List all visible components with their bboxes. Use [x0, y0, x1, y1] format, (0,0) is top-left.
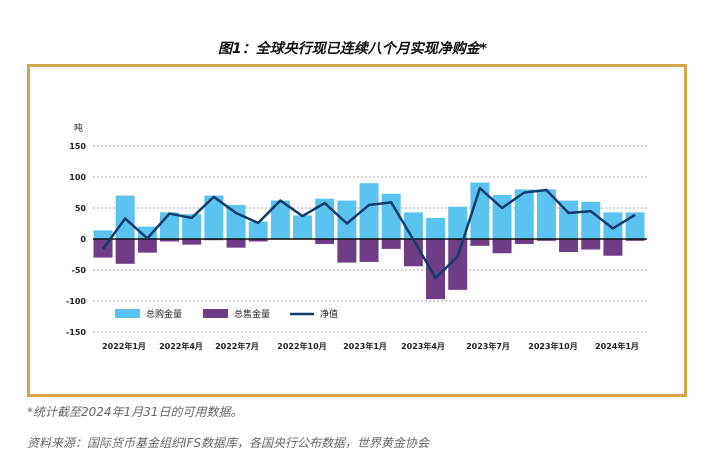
purchase-bar	[625, 212, 645, 239]
sale-bar	[160, 239, 180, 242]
sale-bar	[381, 239, 401, 249]
legend-label-purchase: 总购金量	[146, 308, 182, 320]
y-tick-label: -150	[66, 328, 86, 337]
y-tick-label: -50	[72, 266, 87, 275]
x-tick-label: 2023年10月	[528, 341, 577, 351]
sale-bar	[182, 239, 202, 245]
sale-bar	[226, 239, 246, 248]
y-axis-unit: 吨	[74, 122, 83, 134]
sale-bar	[137, 239, 157, 253]
legend-label-net: 净值	[320, 308, 338, 320]
chart-frame	[27, 64, 687, 397]
y-tick-label: 0	[80, 235, 86, 244]
purchase-bar	[381, 193, 401, 239]
sale-bar	[448, 239, 468, 290]
y-tick-label: 50	[75, 204, 87, 213]
sale-bar	[581, 239, 601, 250]
x-tick-label: 2023年1月	[343, 341, 387, 351]
purchase-bar	[426, 217, 446, 239]
y-tick-label: 100	[69, 173, 86, 182]
purchase-bar	[536, 189, 556, 239]
sale-bar	[625, 239, 645, 241]
y-tick-label: 150	[69, 142, 86, 151]
sale-bar	[603, 239, 623, 256]
sale-bar	[315, 239, 335, 244]
x-tick-label: 2023年7月	[466, 341, 510, 351]
purchase-bar	[403, 212, 423, 239]
x-tick-label: 2022年7月	[215, 341, 259, 351]
purchase-bar	[137, 226, 157, 239]
x-tick-label: 2022年4月	[159, 341, 203, 351]
purchase-bar	[359, 183, 379, 239]
legend-label-sale: 总售金量	[234, 308, 270, 320]
purchase-bar	[470, 182, 490, 239]
purchase-bar	[337, 200, 357, 239]
sale-bar	[492, 239, 512, 254]
y-tick-label: -100	[66, 297, 86, 306]
footnote: *统计截至2024年1月31日的可用数据。	[27, 405, 243, 419]
purchase-bar	[448, 206, 468, 239]
purchase-bar	[93, 230, 113, 239]
purchase-bar	[204, 195, 224, 239]
x-tick-label: 2022年1月	[102, 341, 146, 351]
sale-bar	[536, 239, 556, 241]
purchase-bar	[226, 204, 246, 239]
sale-bar	[248, 239, 268, 242]
purchase-bar	[160, 212, 180, 239]
sale-bar	[115, 239, 135, 264]
sale-bar	[470, 239, 490, 246]
source-note: 资料来源：国际货币基金组织IFS数据库，各国央行公布数据，世界黄金协会	[27, 436, 430, 450]
purchase-bar	[248, 221, 268, 239]
sale-bar	[337, 239, 357, 263]
sale-bar	[559, 239, 579, 253]
sale-bar	[426, 239, 446, 300]
x-tick-label: 2024年1月	[595, 341, 639, 351]
purchase-bar	[315, 198, 335, 239]
chart-title: 图1：全球央行现已连续八个月实现净购金*	[217, 41, 488, 57]
purchase-bar	[270, 200, 290, 239]
purchase-bar	[514, 189, 534, 239]
purchase-bar	[581, 201, 601, 239]
x-tick-label: 2023年4月	[401, 341, 445, 351]
purchase-bar	[293, 215, 313, 239]
purchase-bar	[182, 214, 202, 239]
sale-bar	[359, 239, 379, 262]
purchase-bar	[603, 212, 623, 239]
legend-swatch-purchase	[115, 309, 140, 318]
purchase-bar	[559, 200, 579, 239]
legend-swatch-sale	[203, 309, 228, 318]
x-tick-label: 2022年10月	[277, 341, 326, 351]
sale-bar	[514, 239, 534, 244]
